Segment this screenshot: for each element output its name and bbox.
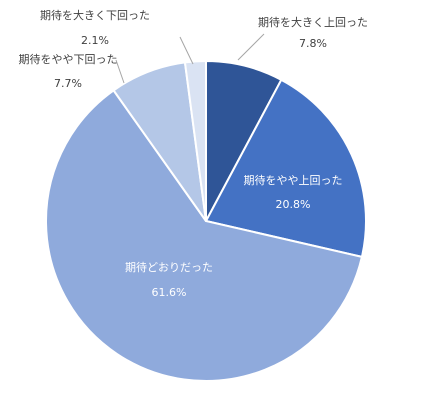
pie-slice-3 [45,89,363,382]
slice-value-label-2: 20.8% [276,198,311,211]
slice-labels: 期待を大きく上回った 7.8% 期待をやや上回った 20.8% 期待どおりだった 61.6… [19,8,369,299]
pie-slice-5 [183,60,207,222]
slice-label-1: 期待を大きく上回った [258,15,368,29]
slice-label-3: 期待どおりだった [125,260,213,274]
slice-label-5: 期待を大きく下回った [40,8,150,22]
slice-label-2: 期待をやや上回った [244,173,343,187]
slice-value-label-3: 61.6% [152,286,187,299]
leader-line-4 [115,59,125,84]
pie-slices [45,60,367,382]
slice-value-label-5: 2.1% [81,34,109,47]
slice-label-4: 期待をやや下回った [19,52,118,66]
leader-lines [115,33,265,84]
slice-value-label-1: 7.8% [299,37,327,50]
slice-value-label-4: 7.7% [54,77,82,90]
pie-slice-2 [205,78,367,258]
leader-line-5 [179,36,194,65]
leader-line-1 [237,33,265,61]
